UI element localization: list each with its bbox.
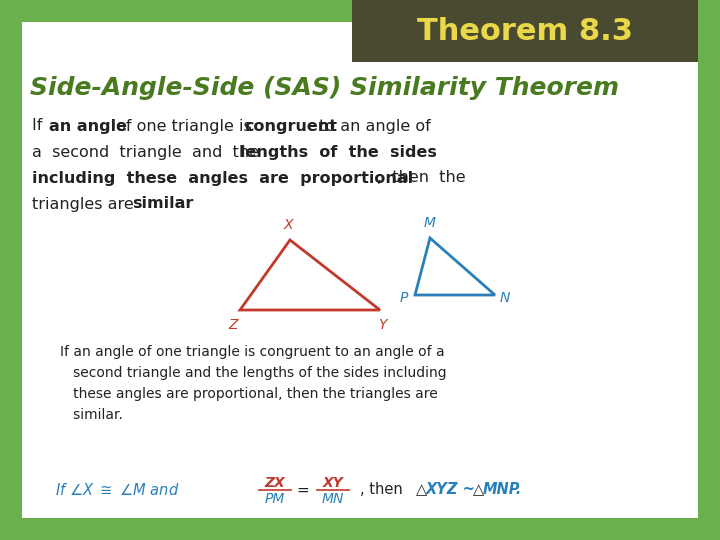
- Bar: [352, 0, 698, 62]
- Text: $\triangle$: $\triangle$: [413, 482, 429, 498]
- Text: , then: , then: [360, 483, 402, 497]
- Text: .: .: [180, 197, 185, 212]
- Text: Theorem 8.3: Theorem 8.3: [417, 17, 633, 45]
- Text: these angles are proportional, then the triangles are: these angles are proportional, then the …: [60, 387, 438, 401]
- Text: P: P: [400, 291, 408, 305]
- Text: lengths  of  the  sides: lengths of the sides: [240, 145, 437, 159]
- Text: If $\angle$$X$ $\cong$ $\angle$$M$ and: If $\angle$$X$ $\cong$ $\angle$$M$ and: [55, 482, 179, 498]
- Text: X: X: [283, 218, 293, 232]
- Text: Side-Angle-Side (SAS) Similarity Theorem: Side-Angle-Side (SAS) Similarity Theorem: [30, 76, 619, 100]
- Text: MN: MN: [322, 492, 344, 506]
- Text: $\triangle$: $\triangle$: [470, 482, 486, 498]
- Text: triangles are: triangles are: [32, 197, 139, 212]
- Text: a  second  triangle  and  the: a second triangle and the: [32, 145, 264, 159]
- Text: =: =: [297, 483, 310, 497]
- Text: ZX: ZX: [265, 476, 285, 490]
- Text: an angle: an angle: [49, 118, 127, 133]
- Text: M: M: [424, 216, 436, 230]
- Text: similar: similar: [132, 197, 194, 212]
- Text: Z: Z: [228, 318, 238, 332]
- Text: XYZ ~: XYZ ~: [426, 483, 481, 497]
- Text: If an angle of one triangle is congruent to an angle of a: If an angle of one triangle is congruent…: [60, 345, 445, 359]
- Text: including  these  angles  are  proportional: including these angles are proportional: [32, 171, 413, 186]
- Text: congruent: congruent: [244, 118, 337, 133]
- Text: second triangle and the lengths of the sides including: second triangle and the lengths of the s…: [60, 366, 446, 380]
- Text: Y: Y: [378, 318, 386, 332]
- Text: PM: PM: [265, 492, 285, 506]
- Text: If: If: [32, 118, 48, 133]
- Text: XY: XY: [323, 476, 343, 490]
- Text: to an angle of: to an angle of: [314, 118, 431, 133]
- Text: ,  then  the: , then the: [377, 171, 466, 186]
- Text: MNP.: MNP.: [483, 483, 522, 497]
- Text: similar.: similar.: [60, 408, 123, 422]
- Text: of one triangle is: of one triangle is: [111, 118, 257, 133]
- Text: N: N: [500, 291, 510, 305]
